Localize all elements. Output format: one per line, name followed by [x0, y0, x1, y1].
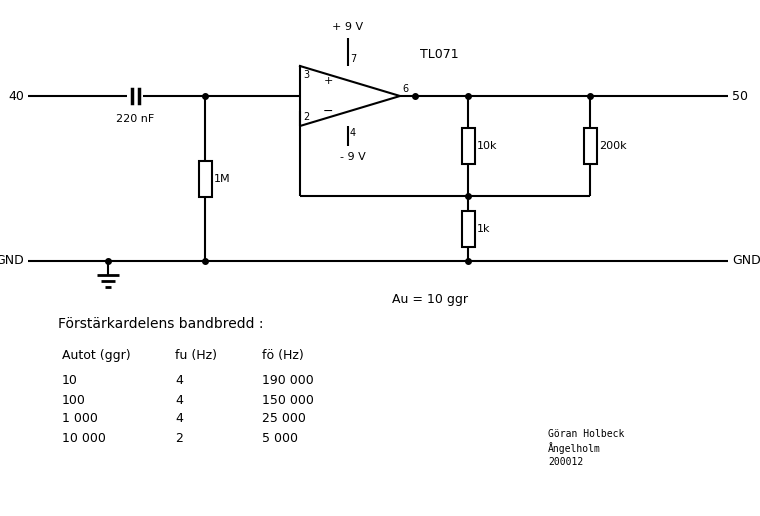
Text: Förstärkardelens bandbredd :: Förstärkardelens bandbredd : [58, 317, 264, 331]
Text: −: − [323, 105, 333, 118]
Text: 40: 40 [8, 89, 24, 103]
Text: 4: 4 [175, 412, 183, 426]
Text: fö (Hz): fö (Hz) [262, 349, 304, 363]
Text: + 9 V: + 9 V [332, 22, 363, 32]
Text: 4: 4 [350, 128, 356, 138]
Text: Ångelholm: Ångelholm [548, 442, 601, 454]
Text: 2: 2 [175, 431, 183, 444]
Text: 50: 50 [732, 89, 748, 103]
Text: 10k: 10k [477, 141, 498, 151]
Text: 1 000: 1 000 [62, 412, 98, 426]
Bar [584, 128, 597, 164]
Text: Göran Holbeck: Göran Holbeck [548, 429, 625, 439]
Text: 4: 4 [175, 375, 183, 388]
Bar [461, 128, 474, 164]
Text: 6: 6 [402, 84, 408, 94]
Text: 7: 7 [350, 54, 356, 64]
Text: 4: 4 [175, 394, 183, 407]
Text: 5 000: 5 000 [262, 431, 298, 444]
Text: - 9 V: - 9 V [340, 152, 366, 162]
Text: Autot (ggr): Autot (ggr) [62, 349, 131, 363]
Text: GND: GND [732, 254, 760, 267]
Text: 200k: 200k [599, 141, 627, 151]
Text: +: + [323, 76, 333, 86]
Text: 10: 10 [62, 375, 78, 388]
Text: 1k: 1k [477, 223, 490, 234]
Text: 10 000: 10 000 [62, 431, 106, 444]
Bar [198, 160, 211, 197]
Text: TL071: TL071 [420, 47, 458, 60]
Text: 220 nF: 220 nF [116, 114, 154, 124]
Text: 1M: 1M [214, 173, 230, 184]
Text: 2: 2 [303, 112, 309, 122]
Text: 3: 3 [303, 70, 309, 80]
Text: 100: 100 [62, 394, 86, 407]
Text: 25 000: 25 000 [262, 412, 306, 426]
Text: 190 000: 190 000 [262, 375, 314, 388]
Text: 200012: 200012 [548, 457, 583, 467]
Text: GND: GND [0, 254, 24, 267]
Bar [461, 211, 474, 247]
Text: fu (Hz): fu (Hz) [175, 349, 217, 363]
Text: 150 000: 150 000 [262, 394, 314, 407]
Text: Au = 10 ggr: Au = 10 ggr [392, 293, 468, 305]
